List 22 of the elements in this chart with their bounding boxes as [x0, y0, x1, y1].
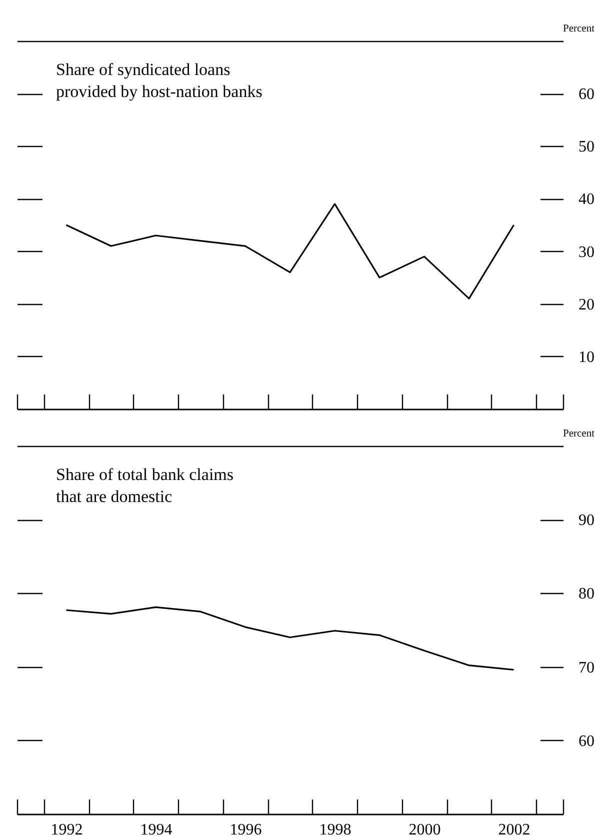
x-tick-label: 1996	[230, 822, 262, 838]
y-tick-label: 60	[578, 732, 594, 750]
y-axis-title: Percent	[563, 24, 595, 34]
y-tick-label: 50	[578, 138, 594, 156]
y-tick-label: 40	[578, 191, 594, 208]
x-tick-label: 2000	[408, 822, 441, 838]
y-axis-title: Percent	[563, 428, 595, 440]
y-tick-label: 80	[578, 586, 594, 603]
x-tick-label: 1998	[319, 822, 352, 838]
y-tick-label: 70	[578, 659, 594, 676]
text: Share of syndicated loans provided by host-nation banks	[56, 60, 262, 101]
y-tick-label: 10	[578, 348, 594, 366]
y-tick-label: 90	[578, 512, 594, 530]
y-tick-label: 30	[578, 244, 594, 261]
x-tick-label: 2002	[498, 822, 530, 838]
x-tick-label: 1994	[140, 822, 172, 838]
text: Share of total bank claims that are domestic	[56, 465, 234, 506]
line-series	[65, 606, 515, 671]
line-series	[65, 203, 515, 300]
y-tick-label: 20	[578, 296, 594, 314]
y-tick-label: 60	[578, 86, 594, 104]
x-tick-label: 1992	[50, 822, 83, 838]
